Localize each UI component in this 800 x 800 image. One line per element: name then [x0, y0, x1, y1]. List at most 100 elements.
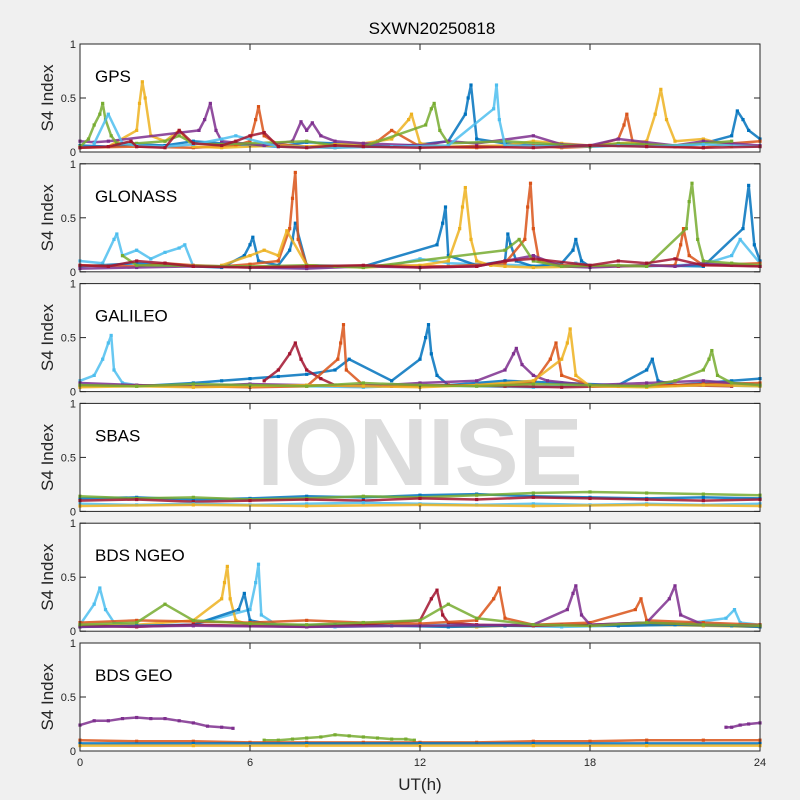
data-point	[418, 493, 422, 497]
data-point	[560, 264, 564, 268]
data-point	[135, 618, 139, 622]
data-point	[276, 259, 280, 263]
panel-background	[80, 163, 760, 272]
data-point	[475, 259, 479, 263]
data-point	[531, 504, 535, 508]
data-point	[418, 357, 422, 361]
data-point	[645, 618, 649, 622]
data-point	[333, 146, 337, 150]
data-point	[288, 352, 292, 356]
data-point	[514, 346, 518, 350]
data-point	[497, 586, 501, 590]
data-point	[290, 737, 295, 741]
data-point	[446, 602, 450, 606]
series-trace	[79, 584, 761, 629]
data-point	[135, 261, 139, 265]
data-point	[305, 502, 309, 506]
data-point	[701, 620, 705, 625]
data-point	[494, 83, 499, 87]
data-point	[220, 137, 224, 141]
y-axis-label: S4 Index	[38, 543, 57, 611]
data-point	[390, 128, 394, 132]
data-point	[228, 597, 232, 601]
data-point	[106, 112, 110, 116]
data-point	[531, 259, 535, 263]
panel-bds-ngeo: 0 0.5 1 S4 Index BDS NGEO	[38, 518, 762, 638]
data-point	[565, 608, 569, 612]
data-point	[511, 352, 516, 356]
data-point	[650, 357, 654, 361]
data-point	[574, 373, 578, 377]
panel-label: SBAS	[95, 426, 140, 445]
data-point	[673, 584, 677, 588]
data-point	[418, 741, 422, 746]
data-point	[625, 112, 629, 116]
data-point	[106, 139, 110, 143]
data-point	[361, 265, 365, 270]
panel-label: BDS GEO	[95, 666, 172, 685]
data-point	[305, 497, 309, 502]
data-point	[276, 368, 280, 372]
data-point	[310, 121, 314, 125]
data-point	[109, 333, 113, 338]
data-point	[724, 616, 728, 620]
data-point	[177, 128, 181, 132]
data-point	[234, 618, 238, 622]
data-point	[517, 237, 521, 241]
data-point	[574, 237, 578, 241]
x-tick-label: 24	[754, 757, 766, 769]
panels: IONISE 0 0.5 1 S4 Index GPS 0 0.5 1 S4 Index GLONA…	[38, 39, 766, 769]
data-point	[418, 381, 422, 385]
data-point	[305, 623, 309, 627]
series	[78, 495, 762, 504]
data-point	[673, 264, 677, 268]
data-point	[106, 145, 110, 149]
data-point	[163, 250, 167, 254]
data-point	[747, 128, 751, 132]
data-point	[687, 254, 691, 258]
data-point	[103, 608, 108, 612]
data-point	[106, 264, 110, 268]
data-point	[390, 737, 394, 741]
y-tick-label: 0	[70, 626, 76, 638]
watermark: IONISE	[257, 399, 582, 506]
data-point	[191, 739, 195, 743]
data-point	[730, 261, 734, 265]
data-point	[305, 146, 309, 150]
data-point	[446, 261, 450, 265]
data-point	[741, 118, 745, 122]
data-point	[293, 170, 297, 175]
data-point	[645, 620, 649, 625]
data-point	[191, 145, 195, 149]
data-point	[645, 503, 649, 507]
data-point	[254, 581, 258, 585]
data-point	[475, 497, 479, 502]
data-point	[730, 254, 734, 258]
data-point	[347, 357, 351, 361]
data-point	[684, 227, 688, 231]
panel-glonass: 0 0.5 1 S4 Index GLONASS	[38, 159, 762, 279]
data-point	[730, 379, 734, 383]
data-point	[747, 722, 751, 726]
data-point	[645, 381, 649, 385]
data-point	[143, 96, 147, 100]
data-point	[191, 741, 195, 746]
data-point	[429, 597, 433, 601]
series	[262, 733, 416, 742]
data-point	[503, 264, 507, 268]
data-point	[293, 221, 297, 225]
data-point	[101, 261, 105, 265]
data-point	[701, 137, 705, 141]
data-point	[438, 128, 442, 132]
data-point	[183, 243, 187, 247]
data-point	[730, 134, 734, 138]
data-point	[443, 205, 448, 209]
data-point	[135, 145, 139, 149]
data-point	[520, 363, 524, 367]
data-point	[715, 373, 720, 377]
data-point	[234, 139, 238, 143]
data-point	[333, 143, 337, 148]
data-point	[531, 254, 535, 258]
data-point	[531, 379, 535, 383]
data-point	[305, 741, 309, 746]
